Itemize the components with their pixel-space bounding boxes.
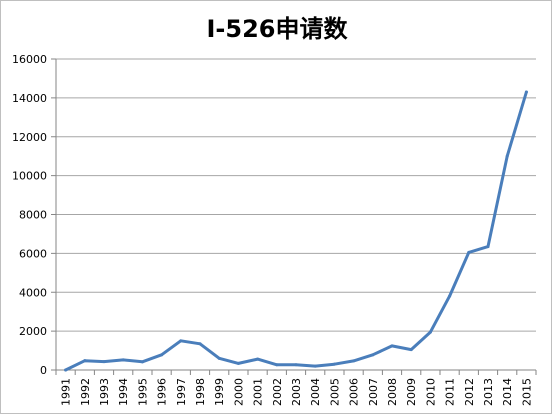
data-point — [313, 364, 317, 368]
data-point — [409, 348, 413, 352]
y-tick-label: 0 — [40, 364, 47, 377]
data-point — [352, 359, 356, 363]
data-point — [217, 356, 221, 360]
x-tick-label: 2007 — [367, 378, 380, 406]
data-point — [121, 358, 125, 362]
data-point — [256, 357, 260, 361]
data-point — [102, 360, 106, 364]
x-tick-label: 2012 — [463, 378, 476, 406]
y-tick-labels: 0 2000 4000 6000 8000 10000 12000 14000 16000 — [12, 53, 47, 377]
data-point — [332, 362, 336, 366]
data-point — [198, 342, 202, 346]
data-point — [160, 353, 164, 357]
data-point — [448, 294, 452, 298]
x-tick-label: 1991 — [60, 378, 73, 406]
x-tick-label: 2015 — [520, 378, 533, 406]
x-tick-label: 2000 — [232, 378, 245, 406]
x-tick-label: 1994 — [117, 378, 130, 406]
x-tick-label: 2008 — [386, 378, 399, 406]
data-point — [64, 368, 68, 372]
x-tick-label: 1998 — [194, 378, 207, 406]
y-tick-label: 6000 — [19, 247, 47, 260]
x-tick-label: 2003 — [290, 378, 303, 406]
x-tick-label: 1995 — [136, 378, 149, 406]
x-tick-label: 2005 — [328, 378, 341, 406]
data-point — [294, 363, 298, 367]
x-tick-label: 2013 — [482, 378, 495, 406]
x-tick-label: 2006 — [348, 378, 361, 406]
data-point — [467, 250, 471, 254]
y-tick-label: 12000 — [12, 131, 47, 144]
x-tick-label: 2002 — [271, 378, 284, 406]
y-tick-label: 8000 — [19, 209, 47, 222]
x-tick-label: 2010 — [424, 378, 437, 406]
data-point — [390, 344, 394, 348]
data-point — [140, 360, 144, 364]
data-point — [428, 330, 432, 334]
x-tick-label: 1996 — [156, 378, 169, 406]
series — [64, 90, 528, 372]
y-tick-label: 16000 — [12, 53, 47, 66]
x-tick-label: 2011 — [444, 378, 457, 406]
data-point — [371, 353, 375, 357]
x-tick-labels: 1991 1992 1993 1994 1995 1996 1997 1998 1999 2000… — [60, 378, 534, 406]
y-tick-label: 2000 — [19, 325, 47, 338]
x-tick-label: 2014 — [501, 378, 514, 406]
x-tick-label: 1993 — [98, 378, 111, 406]
data-point — [486, 245, 490, 249]
x-tick-label: 1997 — [175, 378, 188, 406]
data-point — [179, 339, 183, 343]
y-tick-label: 4000 — [19, 286, 47, 299]
data-point — [83, 359, 87, 363]
data-point — [505, 154, 509, 158]
data-point — [275, 363, 279, 367]
x-tick-label: 1992 — [79, 378, 92, 406]
x-tick-label: 2004 — [309, 378, 322, 406]
series-line — [64, 90, 528, 372]
data-point — [524, 90, 528, 94]
x-tick-label: 2009 — [405, 378, 418, 406]
data-point — [236, 361, 240, 365]
y-tick-label: 14000 — [12, 92, 47, 105]
x-tick-label: 1999 — [213, 378, 226, 406]
chart-title: I-526申请数 — [206, 15, 348, 43]
axes — [51, 58, 537, 375]
x-tick-label: 2001 — [252, 378, 265, 406]
y-tick-label: 10000 — [12, 170, 47, 183]
gridlines — [56, 58, 536, 332]
